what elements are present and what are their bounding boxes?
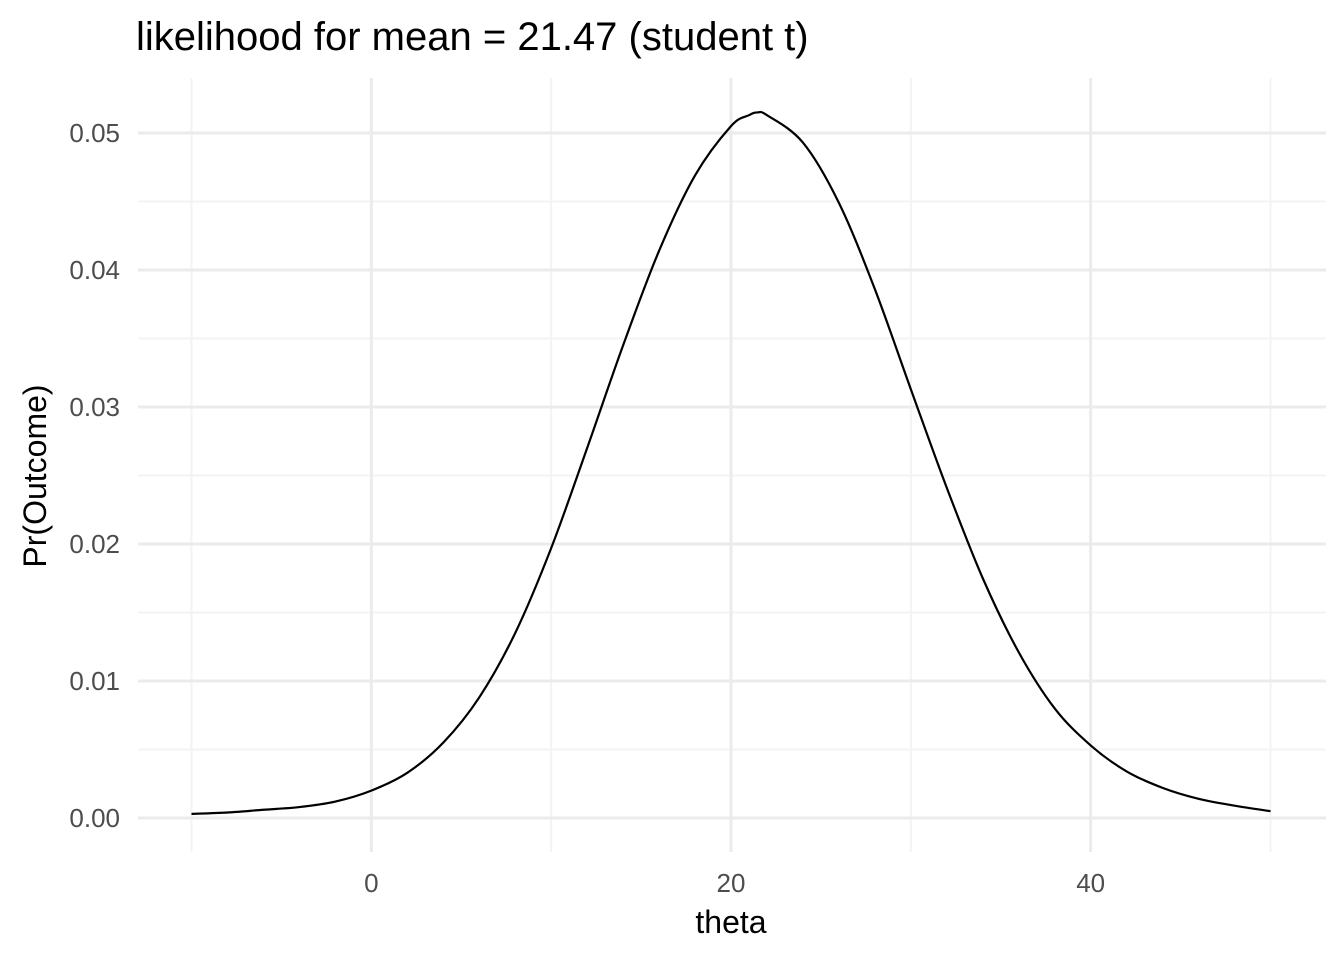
x-axis-title: theta	[695, 904, 766, 940]
likelihood-curve	[191, 110, 1271, 815]
curve-layer	[191, 110, 1271, 815]
y-tick-label: 0.01	[69, 666, 120, 696]
y-tick-label: 0.00	[69, 803, 120, 833]
x-tick-label: 0	[364, 868, 378, 898]
grid	[138, 78, 1326, 852]
y-tick-label: 0.03	[69, 392, 120, 422]
chart-title: likelihood for mean = 21.47 (student t)	[136, 15, 809, 59]
x-tick-label: 40	[1076, 868, 1105, 898]
tick-labels: 0.00 0.01 0.02 0.03 0.04 0.05 0 20 40	[69, 118, 1105, 898]
y-tick-label: 0.02	[69, 529, 120, 559]
y-tick-label: 0.05	[69, 118, 120, 148]
y-axis-title: Pr(Outcome)	[17, 384, 53, 567]
x-tick-label: 20	[717, 868, 746, 898]
y-tick-label: 0.04	[69, 255, 120, 285]
